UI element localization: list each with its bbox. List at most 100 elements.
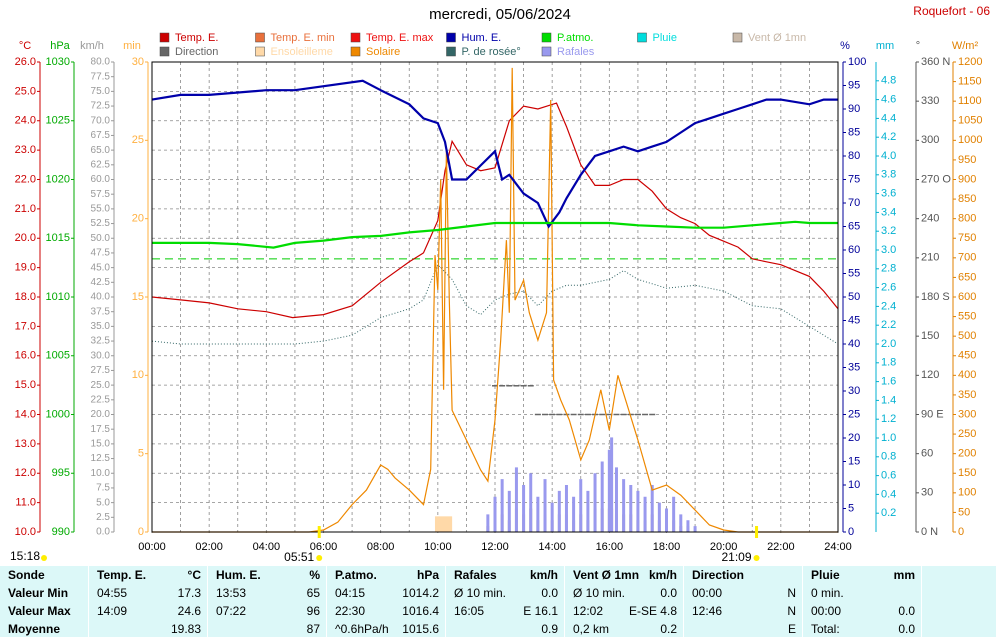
y-tick-label: 15.0 (91, 439, 111, 450)
y-tick-label: 18.0 (15, 291, 36, 303)
y-tick-label: 5.0 (96, 497, 110, 508)
axis-unit: ° (916, 40, 920, 52)
bar (686, 520, 690, 532)
y-tick-label: 750 (958, 232, 976, 244)
table-cell: Temp. E. °C (88, 566, 208, 584)
table-cell: 0,2 km 0.2 (564, 620, 684, 638)
y-tick-label: 16.0 (15, 350, 36, 362)
y-tick-label: 1.6 (881, 376, 896, 388)
y-tick-label: 1.4 (881, 394, 896, 406)
legend-label: P.atmo. (557, 32, 594, 44)
y-tick-label: 35.0 (91, 321, 111, 332)
y-tick-label: 60 (848, 244, 860, 256)
x-tick-label: 22:00 (767, 541, 795, 553)
cell-label: 04:15 (335, 586, 366, 600)
bar (500, 479, 504, 532)
table-cell: 14:09 24.6 (88, 602, 208, 620)
y-tick-label: 30.0 (91, 350, 111, 361)
legend-label: Temp. E. min (271, 32, 335, 44)
sunrise-label: 05:51 (284, 550, 314, 564)
y-tick-label: 240 (921, 213, 939, 225)
y-tick-label: 70.0 (91, 115, 111, 126)
y-tick-label: 4.8 (881, 75, 896, 87)
series-line (151, 79, 838, 229)
y-tick-label: 100 (848, 56, 866, 68)
bar (557, 490, 561, 532)
table-cell: Total: 0.0 (802, 620, 922, 638)
current-time: 15:18 (10, 549, 40, 563)
legend-swatch (446, 32, 456, 43)
x-tick-label: 20:00 (710, 541, 738, 553)
table-row: Moyenne 19.83 87 ^0.6hPa/h 1015.6 0.9 0,2 km 0.… (0, 620, 922, 638)
y-tick-label: 11.0 (15, 497, 36, 509)
y-tick-label: 60.0 (91, 174, 111, 185)
legend-swatch (541, 32, 552, 43)
cell-label: 0 min. (811, 586, 844, 600)
cell-value: 1014.2 (402, 586, 439, 600)
bar (493, 496, 497, 532)
y-tick-label: 75.0 (91, 86, 111, 97)
bar (522, 485, 526, 532)
y-tick-label: 150 (921, 330, 939, 342)
cell-value: hPa (416, 568, 439, 582)
y-tick-label: 0.4 (881, 488, 896, 500)
y-tick-label: 4.6 (881, 94, 896, 106)
legend-label: Direction (175, 46, 218, 58)
y-tick-label: 40.0 (91, 292, 111, 303)
sunrise-marker (317, 526, 321, 538)
y-tick-label: 1150 (958, 75, 982, 87)
cell-value: E 16.1 (523, 604, 558, 618)
y-tick-label: 4.2 (881, 131, 896, 143)
table-cell: Rafales km/h (445, 566, 565, 584)
legend-swatch (159, 46, 170, 57)
cell-value: N (787, 604, 796, 618)
y-tick-label: 65.0 (91, 145, 111, 156)
cell-label: Hum. E. (216, 568, 261, 582)
current-time-dot (41, 555, 47, 561)
y-tick-label: 250 (958, 428, 976, 440)
y-tick-label: 90 E (921, 408, 944, 420)
y-tick-label: 1020 (46, 173, 70, 185)
y-tick-label: 300 (958, 408, 976, 420)
cell-label: Valeur Max (8, 604, 71, 618)
cell-value: km/h (529, 568, 558, 582)
table-cell: 16:05 E 16.1 (445, 602, 565, 620)
table-cell: Ø 10 min. 0.0 (564, 584, 684, 602)
y-tick-label: 7.5 (96, 483, 110, 494)
y-tick-label: 3.4 (881, 206, 896, 218)
bar (629, 485, 633, 532)
legend-label: P. de rosée° (462, 46, 521, 58)
y-tick-label: 2.6 (881, 282, 896, 294)
y-tick-label: 2.2 (881, 319, 896, 331)
cell-label: Pluie (811, 568, 840, 582)
y-tick-label: 62.5 (91, 159, 111, 170)
cell-label: Moyenne (8, 622, 61, 636)
y-tick-label: 950 (958, 154, 976, 166)
y-tick-label: 55 (848, 267, 860, 279)
y-tick-label: 300 (921, 134, 939, 146)
axis-unit: mm (876, 40, 894, 52)
y-tick-label: 52.5 (91, 218, 111, 229)
x-tick-label: 08:00 (367, 541, 395, 553)
y-tick-label: 1.0 (881, 432, 896, 444)
y-tick-label: 15.0 (15, 379, 36, 391)
y-tick-label: 65 (848, 220, 860, 232)
cell-label: 12:02 (573, 604, 604, 618)
cell-label: P.atmo. (335, 568, 377, 582)
y-tick-label: 0.0 (96, 527, 110, 538)
y-tick-label: 32.5 (91, 336, 111, 347)
cell-value: 0.0 (660, 586, 677, 600)
series-line (152, 220, 838, 249)
y-tick-label: 150 (958, 467, 976, 479)
y-tick-label: 45 (848, 314, 860, 326)
table-cell: ^0.6hPa/h 1015.6 (326, 620, 446, 638)
cell-label: 0,2 km (573, 622, 610, 636)
y-tick-label: 27.5 (91, 365, 111, 376)
cell-label: 12:46 (692, 604, 723, 618)
y-tick-label: 57.5 (91, 189, 111, 200)
y-tick-label: 17.0 (15, 320, 36, 332)
cell-label: 00:00 (692, 586, 723, 600)
table-cell: 04:55 17.3 (88, 584, 208, 602)
y-tick-label: 70 (848, 197, 860, 209)
x-tick-label: 10:00 (424, 541, 452, 553)
